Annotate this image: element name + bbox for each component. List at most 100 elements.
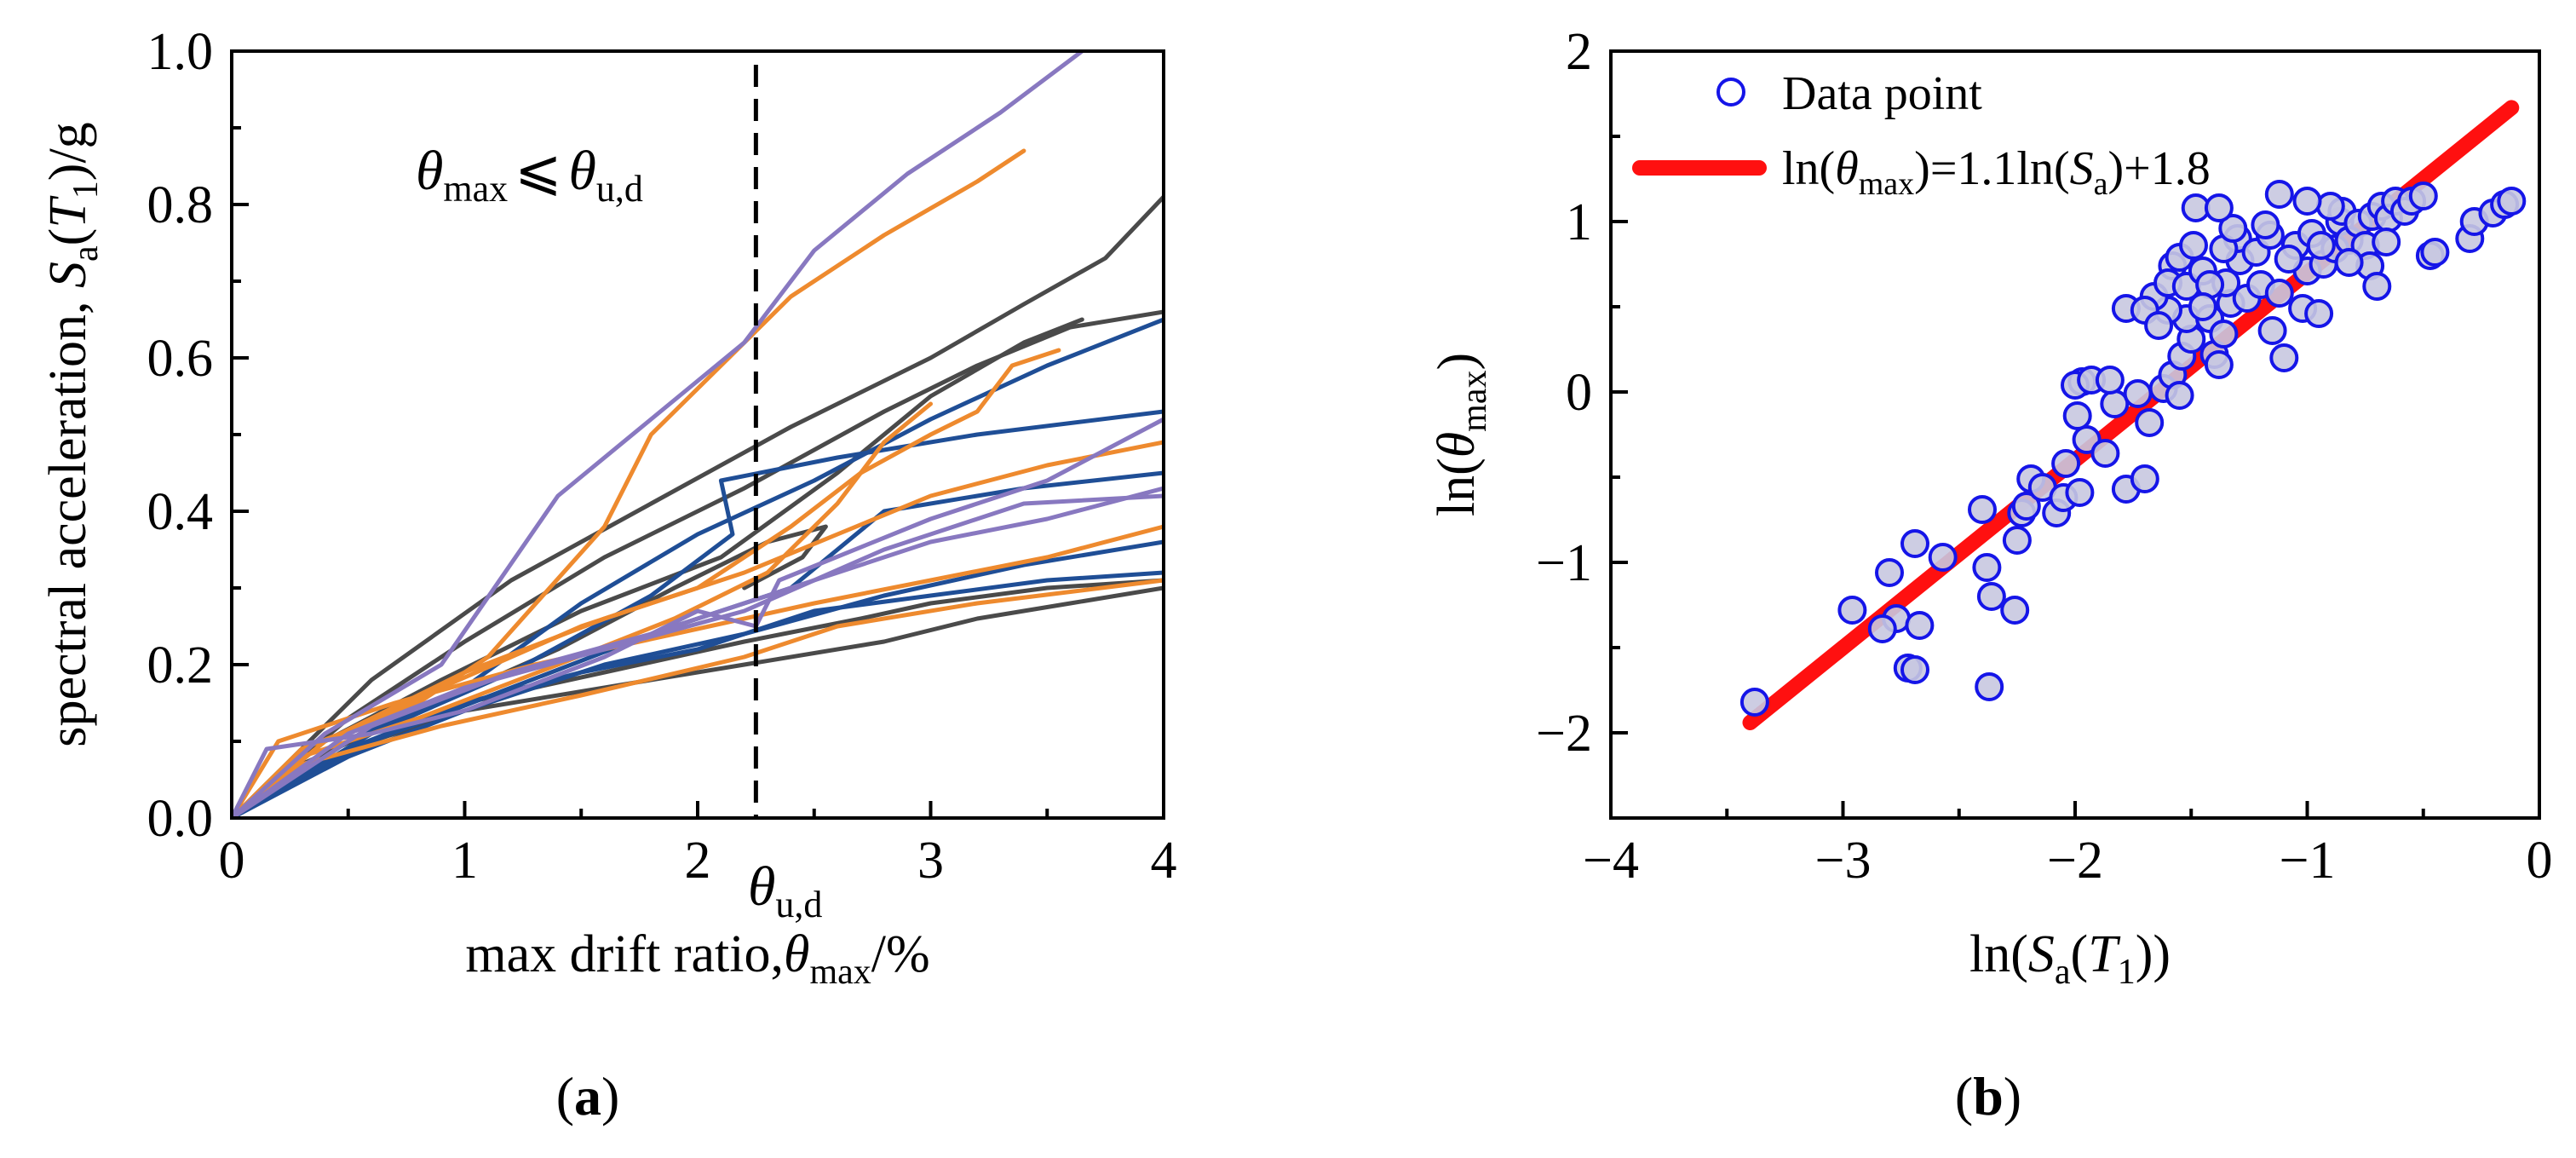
panel-a-y-tick-label: 0.8	[147, 176, 214, 234]
panel-a-x-tick-label: 0	[219, 832, 245, 890]
data-point-56	[2204, 350, 2234, 379]
panel-b: −4 −3 −2 −1 0 −2 −1 0 1 2 Data point ln(θmax)=1.1…	[1428, 23, 2553, 1126]
data-point-57	[2209, 320, 2239, 349]
panel-a-y-tick-label: 0.6	[147, 330, 214, 388]
drift-curve-2	[232, 309, 1164, 818]
drift-curve-13	[232, 348, 1061, 818]
legend-label-data-point: Data point	[1782, 67, 1982, 120]
drift-curve-4	[232, 578, 1164, 818]
panel-b-ticks: −4 −3 −2 −1 0 −2 −1 0 1 2	[1536, 23, 2552, 890]
panel-b-x-tick-label: 0	[2527, 832, 2553, 890]
panel-b-y-tick-label: −2	[1536, 705, 1592, 763]
panel-b-legend: Data point ln(θmax)=1.1ln(Sa)+1.8	[1632, 67, 2211, 202]
data-point-14	[2000, 596, 2030, 625]
data-point-69	[2269, 343, 2299, 372]
panel-b-y-tick-label: −1	[1536, 534, 1592, 592]
data-point-47	[2144, 311, 2174, 340]
data-point-24	[2065, 478, 2095, 507]
panel-a-y-tick-label: 0.4	[147, 483, 214, 541]
panel-a: 0 1 2 3 4 0.0 0.2 0.4 0.6 0.8 1.0 θmax ⩽ θu,d θu,d m…	[39, 23, 1177, 1126]
panel-b-label: (b)	[1955, 1066, 2021, 1126]
panel-b-scatter-points	[1739, 180, 2527, 717]
data-point-72	[2264, 180, 2294, 209]
data-point-35	[2123, 379, 2153, 408]
panel-a-threshold-label: θu,d	[748, 856, 822, 925]
panel-a-x-axis-label: max drift ratio,θmax/%	[465, 925, 929, 992]
data-point-102	[2497, 187, 2527, 216]
panel-a-x-tick-label: 3	[917, 832, 944, 890]
data-point-16	[2002, 526, 2032, 555]
data-point-108	[2306, 231, 2336, 260]
panel-b-x-tick-label: −3	[1815, 832, 1872, 890]
panel-b-y-axis-label: ln(θmax)	[1428, 353, 1494, 516]
panel-a-y-tick-label: 1.0	[147, 23, 214, 81]
data-point-11	[1928, 543, 1958, 572]
drift-curve-16	[232, 524, 1164, 818]
panel-b-x-tick-label: −2	[2047, 832, 2103, 890]
drift-curve-11	[232, 570, 1164, 818]
data-point-13	[1972, 553, 2002, 582]
data-point-34	[2130, 464, 2159, 493]
data-point-32	[2095, 366, 2125, 395]
panel-a-series	[232, 51, 1164, 818]
data-point-8	[1905, 611, 1935, 640]
panel-a-y-tick-label: 0.0	[147, 790, 214, 848]
panel-b-x-tick-label: −4	[1583, 832, 1639, 890]
data-point-7	[1867, 614, 1897, 643]
panel-b-y-tick-label: 1	[1566, 193, 1592, 251]
data-point-95	[2408, 181, 2438, 210]
drift-curve-17	[232, 578, 1164, 818]
data-point-52	[2179, 231, 2208, 260]
drift-curve-20	[232, 493, 1164, 818]
legend-label-fit-line: ln(θmax)=1.1ln(Sa)+1.8	[1782, 142, 2211, 202]
panel-a-x-tick-label: 1	[451, 832, 478, 890]
data-point-9	[1875, 558, 1904, 587]
data-point-109	[2372, 228, 2401, 256]
data-point-106	[2292, 187, 2322, 216]
data-point-88	[2362, 272, 2392, 301]
panel-b-y-tick-label: 0	[1566, 364, 1592, 422]
data-point-26	[2062, 401, 2092, 430]
panel-a-x-tick-label: 2	[685, 832, 711, 890]
data-point-107	[2334, 248, 2364, 277]
data-point-70	[2264, 279, 2294, 308]
legend-marker-data-point	[1716, 78, 1745, 107]
drift-curve-10	[232, 539, 1164, 818]
panel-a-annotation: θmax ⩽ θu,d	[416, 140, 643, 210]
data-point-10	[1900, 529, 1929, 558]
panel-a-ticks: 0 1 2 3 4 0.0 0.2 0.4 0.6 0.8 1.0	[147, 23, 1177, 890]
data-point-78	[2304, 299, 2334, 328]
data-point-65	[2218, 214, 2248, 243]
data-point-23	[2051, 449, 2081, 478]
panel-b-x-axis-label: ln(Sa(T1))	[1969, 925, 2171, 992]
data-point-110	[2188, 292, 2217, 321]
data-point-39	[2165, 381, 2194, 410]
data-point-97	[2420, 238, 2450, 267]
data-point-30	[2090, 439, 2120, 468]
panel-b-x-tick-label: −1	[2280, 832, 2336, 890]
drift-curve-15	[232, 440, 1164, 818]
data-point-104	[2204, 193, 2234, 222]
data-point-5	[1900, 655, 1929, 684]
drift-curve-1	[232, 194, 1164, 818]
drift-curve-18	[232, 51, 1084, 818]
data-point-3	[1837, 596, 1867, 625]
data-point-84	[2315, 192, 2345, 221]
data-point-105	[2251, 210, 2280, 239]
drift-curve-21	[232, 417, 1164, 818]
data-point-2	[1975, 672, 2004, 701]
panel-a-label: (a)	[556, 1066, 620, 1126]
data-point-68	[2257, 316, 2287, 345]
data-point-76	[2274, 245, 2303, 274]
panel-a-x-tick-label: 4	[1151, 832, 1177, 890]
drift-curve-7	[232, 317, 1164, 818]
data-point-1	[1739, 688, 1769, 717]
panel-b-y-tick-label: 2	[1566, 23, 1592, 81]
data-point-36	[2135, 408, 2165, 437]
drift-curve-8	[232, 409, 1164, 818]
panel-a-y-tick-label: 0.2	[147, 637, 214, 694]
panel-a-y-axis-label: spectral acceleration, Sa(T1)/g	[39, 122, 106, 746]
data-point-18	[2011, 492, 2041, 521]
data-point-15	[1968, 495, 1997, 524]
